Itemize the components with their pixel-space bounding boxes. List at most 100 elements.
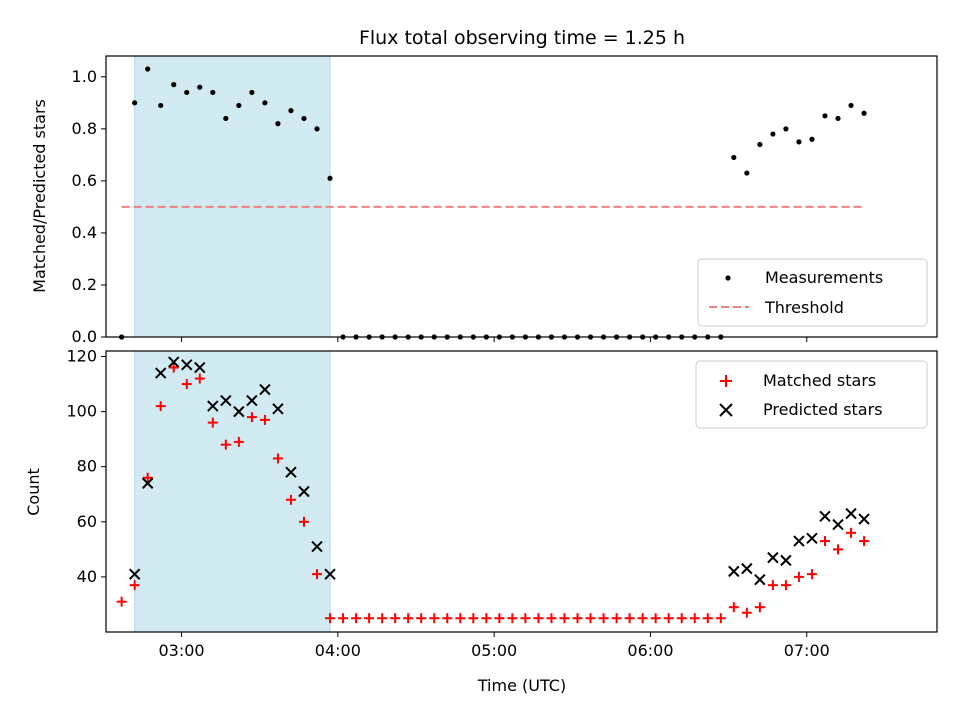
predicted-star-point [767, 551, 779, 564]
matched-star-point [806, 569, 817, 580]
predicted-star-point [259, 383, 271, 396]
legend-measurements-marker [725, 275, 731, 281]
measurement-point [301, 115, 307, 122]
predicted-star-mark [246, 394, 258, 407]
predicted-star-point [858, 513, 870, 525]
predicted-star-point [832, 518, 844, 531]
predicted-star-point [806, 532, 818, 545]
chart-title: Flux total observing time = 1.25 h [359, 27, 685, 49]
predicted-star-mark [728, 565, 740, 578]
bottom-shaded-interval [134, 350, 331, 633]
top-y-tick-label: 0.2 [72, 275, 97, 294]
top-legend: Measurements Threshold [697, 258, 928, 327]
matched-star-point [246, 412, 257, 423]
measurement-point [861, 110, 867, 116]
matched-star-point [285, 494, 296, 505]
predicted-star-point [845, 507, 857, 520]
measurement-point [809, 136, 815, 142]
matched-star-point [741, 607, 752, 618]
measurement-point [835, 115, 841, 122]
predicted-star-mark [324, 568, 336, 580]
predicted-star-mark [754, 573, 766, 586]
x-tick-label: 06:00 [627, 641, 673, 660]
matched-star-point [689, 613, 700, 624]
legend-predicted-label: Predicted stars [763, 400, 883, 419]
matched-star-point [351, 613, 362, 624]
matched-star-point [546, 613, 557, 624]
measurement-point [744, 170, 750, 176]
legend-measurements-label: Measurements [765, 268, 883, 287]
measurement-point [171, 82, 177, 88]
measurement-point [796, 139, 802, 145]
matched-star-point [819, 536, 830, 547]
predicted-star-mark [858, 513, 870, 525]
x-tick-label: 05:00 [471, 641, 517, 660]
matched-star-point [168, 362, 179, 373]
matched-star-point [403, 613, 414, 624]
measurement-point [236, 102, 242, 109]
measurement-point [249, 89, 255, 96]
predicted-star-point [754, 573, 766, 586]
top-y-axis-label: Matched/Predicted stars [30, 99, 49, 293]
predicted-star-point [220, 394, 232, 407]
matched-star-point [194, 373, 205, 384]
predicted-star-mark [767, 551, 779, 564]
matched-star-point [220, 439, 231, 450]
matched-star-point [207, 417, 218, 428]
predicted-star-mark [181, 359, 193, 371]
matched-star-point [429, 613, 440, 624]
measurement-point [770, 131, 776, 137]
predicted-star-point [819, 510, 831, 523]
matched-star-point [611, 613, 622, 624]
top-shaded-interval [134, 55, 331, 338]
predicted-star-point [780, 554, 792, 567]
x-tick-label: 04:00 [315, 641, 361, 660]
predicted-star-mark [298, 485, 310, 498]
matched-star-point [155, 401, 166, 412]
matched-star-point [181, 379, 192, 390]
predicted-star-point [233, 405, 245, 418]
x-tick-label: 03:00 [158, 641, 204, 660]
measurement-point [262, 100, 268, 106]
measurement-point [223, 115, 229, 122]
matched-star-point [442, 613, 453, 624]
top-legend-box [697, 258, 928, 327]
matched-star-point [142, 472, 153, 483]
top-y-tick-label: 1.0 [72, 67, 97, 86]
predicted-star-mark [780, 554, 792, 567]
matched-star-point [676, 613, 687, 624]
predicted-star-mark [168, 356, 180, 368]
bottom-y-tick-label: 40 [77, 567, 97, 586]
predicted-star-mark [793, 535, 805, 547]
measurement-point [184, 89, 190, 96]
matched-star-point [455, 613, 466, 624]
predicted-star-mark [832, 518, 844, 531]
matched-star-point [116, 596, 127, 607]
measurement-point [275, 121, 281, 127]
measurement-point [848, 102, 854, 109]
measurement-point [132, 100, 138, 106]
measurement-point [731, 154, 737, 161]
matched-star-point [233, 436, 244, 447]
bottom-plot-frame [105, 350, 938, 633]
predicted-star-mark [194, 361, 206, 374]
matched-star-point [728, 602, 739, 613]
matched-star-point [390, 613, 401, 624]
measurement-point [197, 84, 203, 90]
measurement-point [288, 108, 294, 114]
measurement-point [327, 175, 333, 181]
matched-star-point [572, 613, 583, 624]
predicted-star-mark [272, 403, 284, 415]
top-y-tick-label: 0.0 [72, 327, 97, 346]
matched-star-point [637, 613, 648, 624]
predicted-star-point [207, 400, 219, 412]
x-tick-label: 07:00 [784, 641, 830, 660]
bottom-legend: Matched stars Predicted stars [695, 360, 928, 429]
legend-predicted-marker [719, 403, 733, 417]
predicted-star-point [793, 535, 805, 547]
predicted-star-point [741, 562, 753, 575]
matched-star-point [598, 613, 609, 624]
matched-star-point [520, 613, 531, 624]
predicted-star-point [194, 361, 206, 374]
matched-star-point [780, 580, 791, 591]
